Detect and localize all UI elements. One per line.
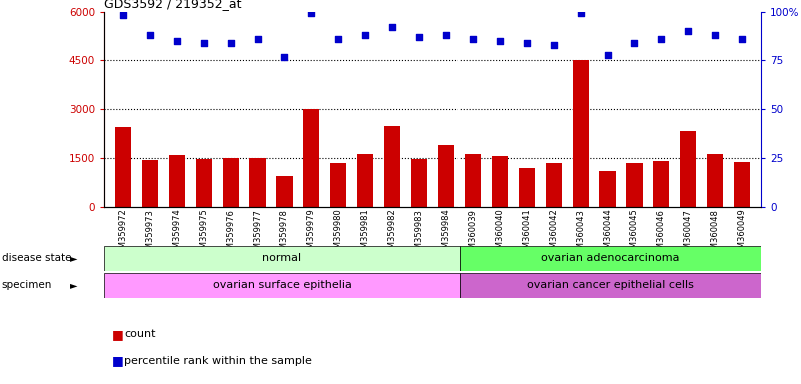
Bar <box>249 158 266 207</box>
Point <box>466 36 479 42</box>
Bar <box>599 171 616 207</box>
Point <box>278 53 291 60</box>
Point <box>413 34 425 40</box>
Text: disease state: disease state <box>2 253 71 263</box>
Point <box>359 32 372 38</box>
Bar <box>465 154 481 207</box>
Bar <box>626 163 642 207</box>
Point <box>493 38 506 44</box>
Point <box>305 10 318 17</box>
Bar <box>104 246 460 271</box>
Point <box>628 40 641 46</box>
Bar <box>223 158 239 207</box>
Point <box>521 40 533 46</box>
Point <box>171 38 183 44</box>
Bar <box>195 159 211 207</box>
Bar <box>411 159 427 207</box>
Text: ■: ■ <box>112 354 124 367</box>
Text: ovarian cancer epithelial cells: ovarian cancer epithelial cells <box>527 280 694 290</box>
Bar <box>357 154 373 207</box>
Bar <box>104 273 460 298</box>
Text: percentile rank within the sample: percentile rank within the sample <box>124 356 312 366</box>
Bar <box>460 246 761 271</box>
Point <box>682 28 694 34</box>
Bar <box>330 163 346 207</box>
Text: ►: ► <box>70 253 78 263</box>
Point <box>547 42 560 48</box>
Bar <box>384 126 400 207</box>
Bar <box>169 155 185 207</box>
Point <box>117 12 130 18</box>
Text: normal: normal <box>263 253 302 263</box>
Bar <box>680 131 696 207</box>
Bar <box>707 154 723 207</box>
Text: count: count <box>124 329 155 339</box>
Point <box>601 51 614 58</box>
Point <box>735 36 748 42</box>
Point <box>655 36 668 42</box>
Bar <box>654 161 670 207</box>
Bar <box>519 168 535 207</box>
Point <box>709 32 722 38</box>
Bar <box>545 163 562 207</box>
Bar <box>573 60 589 207</box>
Point <box>386 24 399 30</box>
Bar <box>492 156 508 207</box>
Bar <box>734 162 751 207</box>
Text: ►: ► <box>70 280 78 290</box>
Point <box>574 10 587 17</box>
Bar <box>276 176 292 207</box>
Point <box>252 36 264 42</box>
Bar <box>142 160 158 207</box>
Point <box>224 40 237 46</box>
Text: ovarian surface epithelia: ovarian surface epithelia <box>212 280 352 290</box>
Point <box>332 36 344 42</box>
Point <box>197 40 210 46</box>
Bar <box>438 146 454 207</box>
Bar <box>304 109 320 207</box>
Point <box>143 32 156 38</box>
Bar <box>460 273 761 298</box>
Text: GDS3592 / 219352_at: GDS3592 / 219352_at <box>104 0 242 10</box>
Point <box>440 32 453 38</box>
Bar <box>115 127 131 207</box>
Text: ovarian adenocarcinoma: ovarian adenocarcinoma <box>541 253 680 263</box>
Text: specimen: specimen <box>2 280 52 290</box>
Text: ■: ■ <box>112 328 124 341</box>
